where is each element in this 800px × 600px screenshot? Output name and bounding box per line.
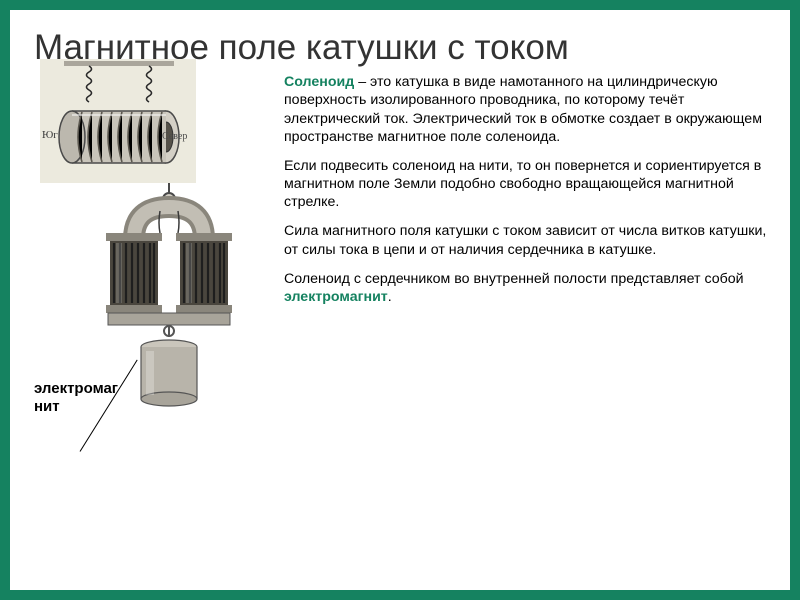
solenoid-svg xyxy=(34,57,202,185)
content-row: Юг Север xyxy=(34,73,768,411)
caption-line1: электромаг xyxy=(34,380,118,397)
label-north: Север xyxy=(162,131,187,142)
paragraph-1: Соленоид – это катушка в виде намотанног… xyxy=(284,73,768,146)
figure-solenoid: Юг Север xyxy=(34,57,202,185)
caption-line2: нит xyxy=(34,398,60,415)
right-column: Соленоид – это катушка в виде намотанног… xyxy=(284,73,768,411)
para4-pre: Соленоид с сердечником во внутренней пол… xyxy=(284,271,744,287)
term-solenoid: Соленоид xyxy=(284,74,354,90)
para1-rest: – это катушка в виде намотанного на цили… xyxy=(284,74,762,145)
para4-post: . xyxy=(388,289,392,305)
left-column: Юг Север xyxy=(34,73,274,411)
electromagnet-svg xyxy=(74,181,264,411)
term-electromagnet: электромагнит xyxy=(284,289,388,305)
label-south: Юг xyxy=(42,129,58,141)
figure-electromagnet xyxy=(74,181,264,411)
figure-caption: электромаг нит xyxy=(34,380,118,418)
paragraph-3: Сила магнитного поля катушки с током зав… xyxy=(284,222,768,258)
paragraph-2: Если подвесить соленоид на нити, то он п… xyxy=(284,157,768,212)
paragraph-4: Соленоид с сердечником во внутренней пол… xyxy=(284,270,768,306)
slide-frame: Магнитное поле катушки с током xyxy=(0,0,800,600)
